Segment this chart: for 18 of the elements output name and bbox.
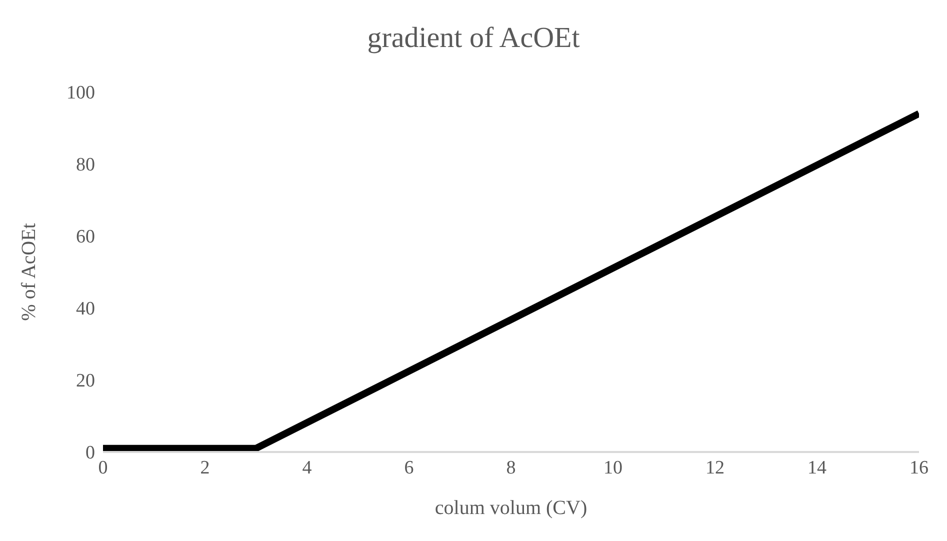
y-axis-title: % of AcOEt bbox=[18, 222, 40, 321]
x-tick-label: 2 bbox=[200, 457, 210, 478]
chart-title: gradient of AcOEt bbox=[366, 21, 581, 56]
x-tick-label: 12 bbox=[706, 457, 724, 478]
y-tick-label: 60 bbox=[76, 226, 95, 248]
y-tick-label: 20 bbox=[76, 370, 95, 392]
x-tick-label: 6 bbox=[404, 457, 414, 478]
y-tick-label: 0 bbox=[86, 442, 95, 464]
x-axis-title: colum volum (CV) bbox=[434, 497, 588, 519]
x-tick-label: 16 bbox=[910, 457, 928, 478]
y-tick-label: 80 bbox=[76, 154, 95, 176]
x-tick-label: 0 bbox=[98, 457, 108, 478]
y-tick-label: 40 bbox=[76, 298, 95, 320]
x-tick-label: 14 bbox=[808, 457, 827, 478]
x-tick-label: 8 bbox=[506, 457, 516, 478]
y-tick-label: 100 bbox=[66, 82, 95, 104]
x-tick-label: 10 bbox=[604, 457, 622, 478]
x-tick-label: 4 bbox=[302, 457, 312, 478]
